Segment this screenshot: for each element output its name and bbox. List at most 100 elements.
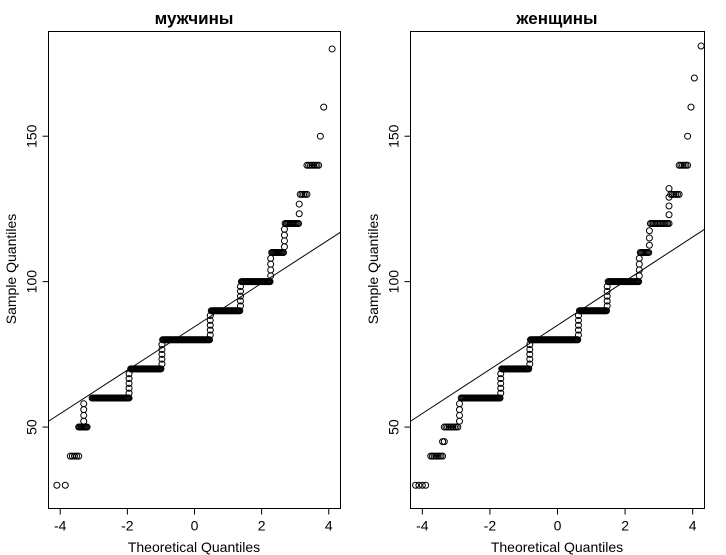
data-point	[526, 360, 534, 368]
x-tick-label: 2	[621, 518, 629, 534]
data-point	[316, 132, 324, 140]
x-tick-label: -4	[416, 518, 429, 534]
data-point	[574, 316, 582, 324]
data-point	[53, 481, 61, 489]
data-point	[206, 331, 214, 339]
x-tick-label: 0	[191, 518, 199, 534]
data-point	[525, 365, 533, 373]
data-point	[125, 389, 133, 397]
data-point	[125, 384, 133, 392]
data-point	[75, 452, 83, 460]
data-point	[526, 350, 534, 358]
data-point	[236, 292, 244, 300]
data-point	[158, 360, 166, 368]
data-point	[418, 481, 426, 489]
data-point	[206, 336, 214, 344]
data-point	[603, 292, 611, 300]
data-point	[665, 185, 673, 193]
data-point	[295, 210, 303, 218]
y-tick-label: 100	[24, 270, 40, 294]
qq-panel-women: женщины Theoretical Quantiles Sample Qua…	[365, 9, 705, 555]
data-point	[236, 297, 244, 305]
data-point	[73, 452, 81, 460]
data-point	[236, 287, 244, 295]
data-point	[412, 481, 420, 489]
data-point	[440, 438, 448, 446]
data-point	[71, 452, 79, 460]
data-point	[280, 225, 288, 233]
qq-reference-line	[48, 231, 341, 422]
data-point	[603, 282, 611, 290]
data-point	[158, 350, 166, 358]
data-point	[684, 161, 692, 169]
x-tick-label: -2	[484, 518, 497, 534]
data-point	[603, 287, 611, 295]
data-point	[158, 355, 166, 363]
data-point	[267, 254, 275, 262]
data-point	[439, 452, 447, 460]
y-tick-label: 150	[386, 124, 402, 148]
data-point	[574, 312, 582, 320]
data-point	[497, 375, 505, 383]
data-point	[645, 249, 653, 257]
panel-title: мужчины	[155, 9, 234, 28]
data-point	[497, 370, 505, 378]
data-point	[497, 384, 505, 392]
y-tick-label: 150	[24, 124, 40, 148]
data-point	[125, 370, 133, 378]
data-point	[526, 341, 534, 349]
data-point	[603, 297, 611, 305]
x-tick-label: 0	[554, 518, 562, 534]
data-point	[158, 346, 166, 353]
x-tick-label: 4	[325, 518, 333, 534]
data-point	[635, 254, 643, 262]
data-point	[236, 307, 244, 315]
data-point	[125, 375, 133, 383]
y-tick-label: 50	[24, 419, 40, 435]
qq-reference-line	[410, 228, 705, 422]
data-point	[675, 190, 683, 198]
data-point	[303, 190, 311, 198]
data-point	[526, 355, 534, 363]
data-point	[665, 202, 673, 210]
data-point	[295, 219, 303, 227]
data-point	[61, 481, 69, 489]
data-point	[690, 74, 698, 82]
data-point	[328, 45, 336, 53]
data-point	[157, 365, 165, 373]
axis-ticks: -4 -2 0 2 4 50 100 150	[24, 124, 333, 533]
data-point	[456, 400, 463, 408]
data-point	[125, 379, 133, 387]
data-point	[665, 219, 673, 227]
plot-area	[410, 42, 705, 489]
x-tick-label: -2	[121, 518, 134, 534]
x-tick-label: 4	[689, 518, 697, 534]
data-point	[497, 379, 505, 387]
y-tick-label: 50	[386, 419, 402, 435]
data-point	[415, 481, 423, 489]
x-tick-label: -4	[54, 518, 67, 534]
data-point	[422, 481, 430, 489]
data-point	[320, 103, 328, 111]
data-point	[603, 302, 611, 310]
data-point	[497, 389, 505, 397]
data-point	[315, 161, 323, 169]
data-point	[645, 241, 653, 249]
data-point	[645, 234, 653, 242]
data-point	[687, 103, 695, 111]
data-point	[574, 331, 582, 339]
data-point	[206, 316, 214, 324]
data-point	[206, 326, 214, 334]
data-point	[206, 321, 214, 329]
data-point	[684, 132, 692, 140]
data-point	[83, 423, 91, 431]
data-point	[645, 227, 653, 235]
data-point	[496, 394, 504, 402]
data-point	[125, 394, 133, 402]
x-tick-label: 2	[258, 518, 266, 534]
plot-area	[48, 45, 341, 489]
data-point	[665, 193, 673, 201]
data-point	[574, 336, 582, 344]
